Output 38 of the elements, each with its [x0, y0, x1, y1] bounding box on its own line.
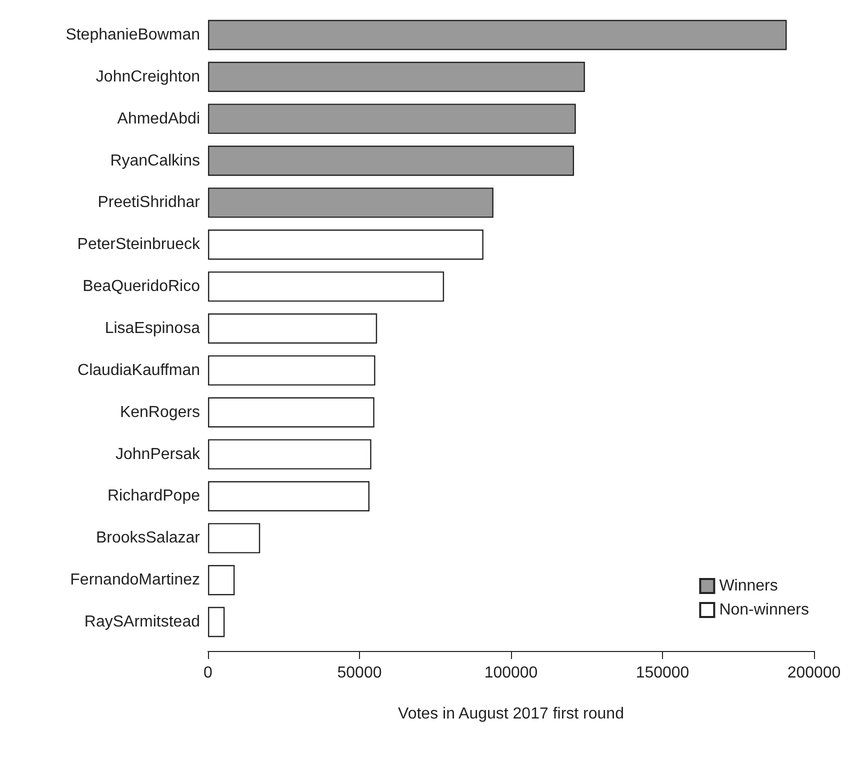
bar	[208, 271, 444, 302]
bar	[208, 146, 574, 176]
bar	[208, 313, 378, 344]
x-tick-label: 0	[204, 664, 213, 682]
y-tick-label: RyanCalkins	[110, 152, 200, 170]
y-tick-label: BrooksSalazar	[96, 530, 201, 547]
bar	[208, 606, 225, 638]
bar	[208, 188, 494, 218]
bar	[208, 439, 372, 470]
bar	[208, 62, 585, 92]
y-tick-label: KenRogers	[120, 404, 200, 421]
bar	[208, 355, 376, 386]
y-tick-label: LisaEspinosa	[104, 320, 200, 337]
bar	[208, 397, 374, 428]
y-tick-label: RichardPope	[108, 488, 200, 505]
y-tick-label: StephanieBowman	[66, 26, 200, 44]
legend-label: Winners	[719, 578, 778, 594]
bar	[208, 565, 235, 596]
x-tick-label: 100000	[484, 664, 538, 682]
x-axis-title: Votes in August 2017 first round	[398, 706, 624, 722]
legend-label: Non-winners	[719, 602, 809, 618]
x-tick-label: 200000	[787, 664, 841, 682]
bar	[208, 230, 484, 260]
y-tick-label: FernandoMartinez	[70, 572, 200, 589]
y-tick-label: JohnPersak	[116, 446, 201, 463]
bar	[208, 481, 370, 512]
y-tick-label: RaySArmitstead	[84, 614, 200, 631]
y-tick-label: PeterSteinbrueck	[77, 236, 201, 254]
bar	[208, 104, 576, 134]
y-tick-label: AhmedAbdi	[117, 110, 200, 128]
bar	[208, 523, 260, 554]
y-tick-label: PreetiShridhar	[98, 194, 201, 212]
bar	[208, 20, 787, 50]
x-tick-label: 50000	[337, 664, 382, 682]
y-tick-label: JohnCreighton	[96, 68, 200, 86]
y-tick-label: ClaudiaKauffman	[78, 362, 200, 379]
y-tick-label: BeaQueridoRico	[82, 278, 200, 296]
x-tick-label: 150000	[636, 664, 690, 682]
